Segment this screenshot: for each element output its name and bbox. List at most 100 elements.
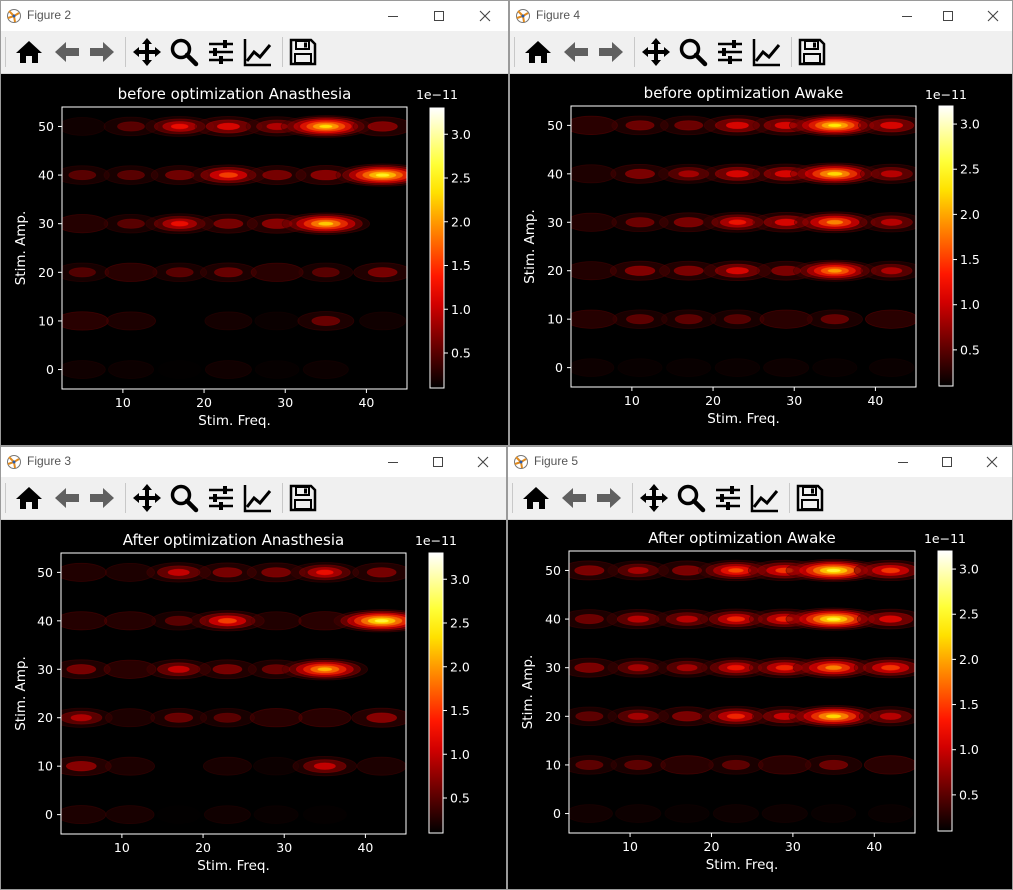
zoom-button[interactable]: [675, 482, 707, 514]
contour-level: [164, 615, 193, 626]
zoom-button[interactable]: [168, 36, 200, 68]
contour-level: [571, 212, 617, 232]
title-bar[interactable]: Figure 5: [508, 447, 1012, 477]
contour-level: [65, 761, 97, 772]
zoom-button[interactable]: [677, 36, 709, 68]
contour-level: [574, 613, 604, 625]
configure-subplots-button[interactable]: [205, 482, 237, 514]
forward-button[interactable]: [593, 482, 625, 514]
pan-button[interactable]: [131, 36, 163, 68]
close-button[interactable]: [460, 449, 506, 475]
x-axis-label: Stim. Freq.: [198, 413, 271, 429]
navigation-toolbar: [1, 31, 508, 74]
contour-level: [105, 805, 155, 825]
back-button[interactable]: [558, 482, 590, 514]
contour-level: [262, 169, 293, 181]
heat-blob: [758, 755, 812, 775]
heat-blob: [204, 311, 253, 331]
heat-blob: [569, 657, 620, 678]
edit-axis-button[interactable]: [751, 36, 783, 68]
y-tick-label: 20: [37, 710, 53, 725]
colorbar-tick-label: 2.5: [450, 616, 470, 631]
home-button[interactable]: [522, 36, 554, 68]
edit-axis-button[interactable]: [749, 482, 781, 514]
home-button[interactable]: [13, 482, 45, 514]
zoom-magnifier-icon: [170, 38, 199, 67]
contour-level: [253, 756, 300, 776]
contour-level: [627, 712, 649, 720]
pan-button[interactable]: [640, 36, 672, 68]
heat-blob: [759, 309, 813, 329]
heat-blob: [302, 805, 347, 824]
figure-5-window: Figure 5 After optimization Awake 10 20 30 4…: [507, 446, 1013, 890]
heat-blob: [145, 116, 215, 137]
heat-blob: [571, 261, 617, 281]
figure-canvas[interactable]: before optimization Awake 10 20 30 40 0 10 20 30…: [510, 73, 1012, 445]
configure-subplots-button[interactable]: [205, 36, 237, 68]
heat-blob: [664, 804, 710, 823]
edit-axis-button[interactable]: [242, 36, 274, 68]
forward-button[interactable]: [595, 36, 627, 68]
contour-level: [571, 309, 618, 329]
contour-level: [811, 804, 857, 823]
title-bar[interactable]: Figure 2: [1, 1, 508, 31]
home-button[interactable]: [520, 482, 552, 514]
figure-canvas[interactable]: before optimization Anasthesia 10 20 30 40 0 1…: [1, 73, 508, 445]
colorbar-tick-label: 1.0: [450, 747, 470, 762]
minimize-button[interactable]: [370, 449, 416, 475]
minimize-button[interactable]: [370, 3, 416, 29]
heat-blob: [246, 213, 308, 234]
configure-subplots-button[interactable]: [714, 36, 746, 68]
heat-blob: [569, 609, 619, 629]
contour-level: [204, 360, 252, 379]
save-button[interactable]: [287, 36, 319, 68]
contour-level: [317, 667, 333, 672]
contour-level: [721, 759, 750, 770]
title-bar[interactable]: Figure 3: [1, 447, 506, 477]
minimize-button[interactable]: [884, 3, 930, 29]
save-button[interactable]: [794, 482, 826, 514]
title-bar[interactable]: Figure 4: [510, 1, 1012, 31]
maximize-button[interactable]: [415, 449, 461, 475]
matplotlib-app-icon: [7, 455, 21, 469]
contour-level: [366, 712, 398, 723]
close-button[interactable]: [969, 449, 1012, 475]
pan-button[interactable]: [638, 482, 670, 514]
configure-subplots-button[interactable]: [712, 482, 744, 514]
heat-blob: [788, 114, 881, 137]
contour-level: [104, 262, 158, 282]
maximize-button[interactable]: [924, 449, 970, 475]
home-button[interactable]: [13, 36, 45, 68]
contour-level: [61, 805, 107, 825]
save-button[interactable]: [287, 482, 319, 514]
heat-blob: [254, 311, 300, 331]
forward-button[interactable]: [86, 482, 118, 514]
contour-level: [298, 708, 352, 728]
back-button[interactable]: [51, 36, 83, 68]
contour-level: [62, 360, 106, 379]
back-button[interactable]: [51, 482, 83, 514]
back-button[interactable]: [560, 36, 592, 68]
edit-axis-button[interactable]: [242, 482, 274, 514]
close-button[interactable]: [462, 3, 508, 29]
contour-level: [726, 713, 746, 720]
contour-level: [660, 755, 714, 775]
figure-canvas[interactable]: After optimization Awake 10 20 30 40 0 10 20 30 4…: [508, 519, 1012, 889]
figure-canvas[interactable]: After optimization Anasthesia 10 20 30 40 0 10…: [1, 519, 506, 889]
colorbar-tick-label: 2.0: [450, 659, 470, 674]
maximize-button[interactable]: [925, 3, 971, 29]
pan-button[interactable]: [131, 482, 163, 514]
save-button[interactable]: [796, 36, 828, 68]
y-axis-label: Stim. Amp.: [13, 656, 29, 731]
zoom-button[interactable]: [168, 482, 200, 514]
minimize-button[interactable]: [880, 449, 926, 475]
maximize-button[interactable]: [416, 3, 462, 29]
close-button[interactable]: [970, 3, 1012, 29]
contour-level: [725, 170, 749, 178]
heatmap-chart: After optimization Awake 10 20 30 40 0 10 20 30 4…: [520, 529, 979, 873]
heat-blob: [865, 309, 916, 329]
heat-blob: [660, 115, 718, 136]
navigation-toolbar: [510, 31, 1012, 74]
minimize-icon: [898, 462, 908, 463]
forward-button[interactable]: [86, 36, 118, 68]
